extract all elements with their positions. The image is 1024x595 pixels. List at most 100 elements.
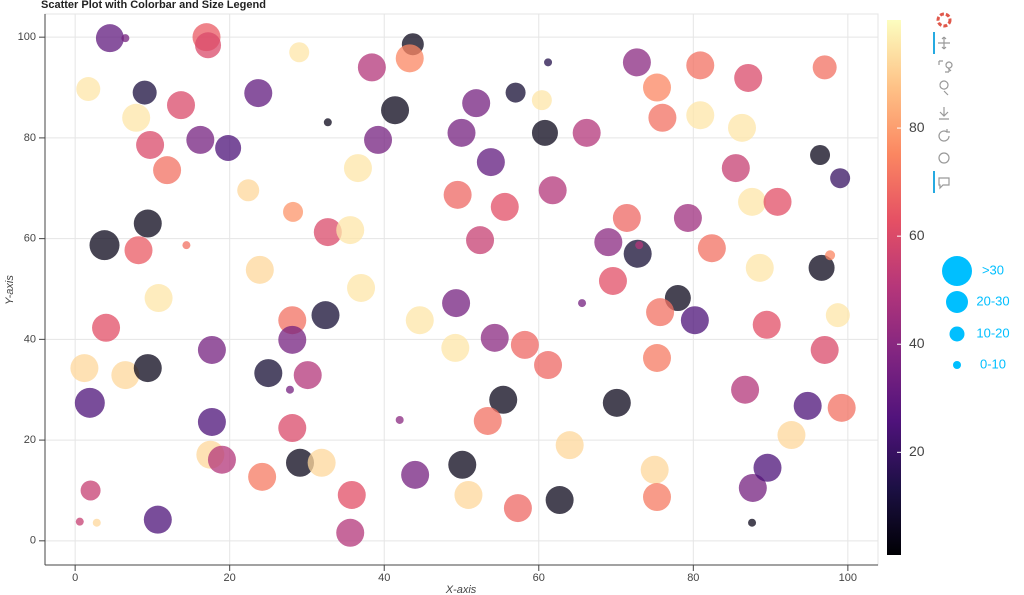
point xyxy=(133,209,162,238)
point xyxy=(442,289,471,318)
point xyxy=(286,448,314,477)
wheel-zoom-tool[interactable] xyxy=(939,80,949,96)
help-tool[interactable] xyxy=(938,152,950,164)
point xyxy=(401,460,430,489)
point xyxy=(623,239,652,268)
size-legend-marker xyxy=(949,326,965,342)
point xyxy=(443,180,472,209)
point xyxy=(827,393,856,422)
point xyxy=(643,73,671,102)
point xyxy=(182,241,191,250)
y-tick-label: 80 xyxy=(24,132,36,144)
point xyxy=(635,241,644,250)
y-tick-label: 60 xyxy=(24,233,36,245)
point xyxy=(510,330,539,359)
point xyxy=(531,90,552,111)
point xyxy=(648,103,677,132)
toolbar xyxy=(933,12,953,193)
point xyxy=(254,359,283,388)
point xyxy=(753,453,782,482)
point xyxy=(572,118,601,147)
point xyxy=(132,80,157,105)
point xyxy=(728,113,756,142)
point xyxy=(244,79,273,108)
point xyxy=(777,421,806,450)
point xyxy=(143,505,172,534)
point xyxy=(441,333,470,362)
point xyxy=(745,253,774,282)
point xyxy=(248,462,277,491)
point xyxy=(538,176,567,205)
point xyxy=(289,42,310,63)
point xyxy=(808,254,835,281)
point xyxy=(544,58,553,67)
point xyxy=(825,250,836,261)
point xyxy=(336,518,365,547)
y-tick-label: 20 xyxy=(24,434,36,446)
point xyxy=(646,298,675,327)
point xyxy=(489,385,518,414)
point xyxy=(480,323,509,352)
reset-tool[interactable] xyxy=(938,129,950,142)
point xyxy=(738,473,767,502)
point xyxy=(75,517,84,526)
size-legend-label: 20-30 xyxy=(976,293,1009,308)
colorbar xyxy=(887,20,901,555)
point xyxy=(278,306,307,335)
point xyxy=(448,450,477,479)
point xyxy=(531,119,558,146)
point xyxy=(697,234,726,263)
point xyxy=(337,480,366,509)
point xyxy=(686,51,715,80)
y-tick-label: 100 xyxy=(18,31,36,43)
point xyxy=(197,407,226,436)
point xyxy=(207,445,236,474)
size-legend-label: >30 xyxy=(982,262,1004,277)
y-tick-label: 0 xyxy=(30,535,36,547)
point xyxy=(121,34,130,43)
point xyxy=(395,44,424,73)
bokeh-logo[interactable] xyxy=(936,12,952,28)
point xyxy=(462,89,491,118)
point xyxy=(680,306,709,335)
point xyxy=(323,118,332,127)
active-indicator xyxy=(933,171,935,193)
point xyxy=(612,203,641,232)
pan-tool[interactable] xyxy=(938,36,950,50)
point xyxy=(364,125,393,154)
point xyxy=(195,32,222,59)
point xyxy=(347,273,376,302)
point xyxy=(313,218,342,247)
point xyxy=(197,335,226,364)
point xyxy=(752,310,781,339)
save-tool[interactable] xyxy=(939,107,949,120)
point xyxy=(285,385,294,394)
point xyxy=(283,201,304,222)
hover-tool[interactable] xyxy=(938,177,950,190)
point xyxy=(70,354,99,383)
point xyxy=(111,361,140,390)
point xyxy=(622,48,651,77)
box-zoom-tool[interactable] xyxy=(938,60,953,73)
point xyxy=(545,486,574,515)
point xyxy=(215,134,242,161)
point xyxy=(594,228,623,257)
point xyxy=(812,55,837,80)
point xyxy=(555,431,584,460)
point xyxy=(311,301,340,330)
point xyxy=(74,387,105,418)
point xyxy=(136,130,165,159)
point xyxy=(122,103,151,132)
point xyxy=(643,483,671,512)
point xyxy=(89,230,120,261)
x-tick-label: 100 xyxy=(839,572,857,584)
colorbar-tick-label: 40 xyxy=(909,335,925,351)
point xyxy=(825,303,850,328)
point xyxy=(343,154,372,183)
point xyxy=(466,226,495,255)
y-axis-title: Y-axis xyxy=(4,275,16,305)
point xyxy=(278,414,307,443)
point xyxy=(92,313,121,342)
point xyxy=(643,343,671,372)
point xyxy=(76,77,101,102)
